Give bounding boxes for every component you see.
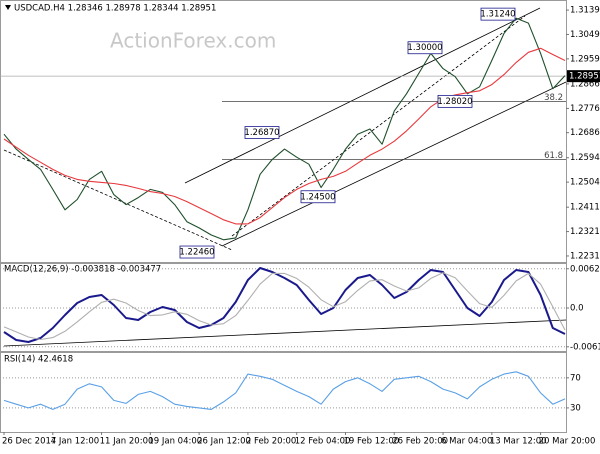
channel-lower bbox=[221, 81, 567, 247]
annotation-label: 1.28020 bbox=[437, 97, 472, 107]
x-tick-label: 19 Jan 04:00 bbox=[148, 437, 202, 447]
series-line bbox=[3, 267, 566, 343]
y-tick-label: 30 bbox=[570, 403, 581, 413]
y-tick-label: 1.27760 bbox=[570, 104, 600, 114]
y-tick-label: 1.29590 bbox=[570, 54, 600, 64]
x-tick-label: 20 Mar 20:00 bbox=[539, 437, 596, 447]
price-header: USDCAD.H4 1.28346 1.28978 1.28344 1.2895… bbox=[14, 4, 216, 14]
annotation-box bbox=[179, 245, 215, 259]
y-tick-label: 1.22315 bbox=[570, 251, 600, 261]
x-tick-label: 2 Feb 20:00 bbox=[246, 437, 296, 447]
macd-panel-frame bbox=[0, 263, 567, 352]
x-tick-label: 6 Mar 04:00 bbox=[441, 437, 492, 447]
y-tick-label: 1.24115 bbox=[570, 203, 600, 213]
annotation-box bbox=[300, 190, 336, 204]
down-trendline bbox=[3, 149, 233, 251]
channel-upper bbox=[184, 7, 541, 184]
x-tick-label: 26 Jan 12:00 bbox=[197, 437, 251, 447]
x-tick-label: 4 Jan 12:00 bbox=[51, 437, 99, 447]
y-tick-label: -0.006163 bbox=[570, 342, 600, 352]
y-tick-label: 1.23215 bbox=[570, 227, 600, 237]
last-price-box bbox=[567, 70, 600, 83]
annotation-label: 1.30000 bbox=[407, 43, 442, 53]
y-tick-label: 1.25940 bbox=[570, 153, 600, 163]
series-line bbox=[3, 371, 566, 410]
annotation-box bbox=[437, 94, 473, 108]
y-tick-label: 1.30490 bbox=[570, 30, 600, 40]
x-tick-label: 19 Feb 12:00 bbox=[343, 437, 399, 447]
x-tick-label: 12 Feb 04:00 bbox=[295, 437, 351, 447]
y-tick-label: 1.25040 bbox=[570, 178, 600, 188]
y-tick-label: 1.26865 bbox=[570, 128, 600, 138]
fib-label: 38.2 bbox=[544, 93, 563, 103]
annotation-label: 1.26870 bbox=[244, 128, 279, 138]
y-tick-label: 1.31390 bbox=[570, 6, 600, 16]
macd-header: MACD(12,26,9) -0.003818 -0.003477 bbox=[4, 265, 161, 275]
y-tick-label: 1.28665 bbox=[570, 79, 600, 89]
y-tick-label: 0.0 bbox=[570, 304, 584, 314]
x-tick-label: 13 Mar 12:00 bbox=[490, 437, 547, 447]
annotation-box bbox=[480, 7, 516, 21]
annotation-box bbox=[407, 41, 443, 55]
price-panel-frame bbox=[0, 0, 567, 263]
series-line bbox=[3, 47, 566, 225]
series-line bbox=[3, 17, 566, 241]
y-tick-label: 70 bbox=[570, 373, 581, 383]
x-tick-label: 26 Feb 20:00 bbox=[392, 437, 448, 447]
series-line bbox=[3, 272, 566, 341]
x-tick-label: 11 Jan 20:00 bbox=[100, 437, 154, 447]
watermark: ActionForex.com bbox=[110, 29, 276, 53]
annotation-label: 1.22460 bbox=[179, 248, 214, 258]
annotation-label: 1.31240 bbox=[480, 10, 515, 20]
x-tick-label: 26 Dec 2017 bbox=[2, 437, 56, 447]
channel-mid bbox=[231, 15, 526, 237]
last-price-label: 1.28951 bbox=[569, 72, 600, 82]
fib-label: 61.8 bbox=[544, 151, 563, 161]
y-tick-label: 0.006232 bbox=[570, 264, 600, 274]
header-icon bbox=[5, 5, 11, 10]
annotation-box bbox=[244, 126, 280, 139]
rsi-header: RSI(14) 42.4618 bbox=[4, 355, 73, 365]
macd-trendline bbox=[3, 319, 567, 347]
annotation-label: 1.24500 bbox=[300, 192, 335, 202]
rsi-panel-frame bbox=[0, 352, 567, 433]
